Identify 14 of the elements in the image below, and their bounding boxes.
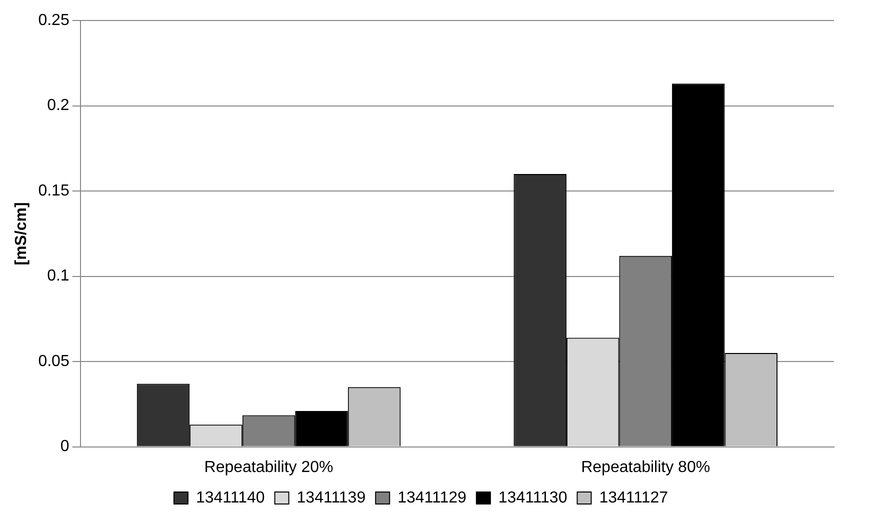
x-tick-label: Repeatability 80% (581, 458, 710, 476)
y-tick-label: 0.05 (38, 352, 70, 370)
legend-label: 13411139 (296, 489, 366, 506)
y-tick-label: 0.1 (47, 268, 70, 285)
legend-label: 13411129 (398, 489, 467, 506)
y-tick-label: 0 (60, 438, 70, 456)
legend-label: 13411130 (498, 489, 568, 506)
y-tick-label: 0.2 (47, 97, 70, 114)
y-tick-label: 0.15 (38, 182, 70, 200)
legend-label: 13411140 (196, 489, 265, 506)
x-tick-label: Repeatability 20% (204, 458, 334, 476)
y-tick-label: 0.25 (38, 12, 70, 30)
y-axis-title: [mS/cm] (13, 202, 30, 266)
legend-label: 13411127 (599, 489, 668, 506)
